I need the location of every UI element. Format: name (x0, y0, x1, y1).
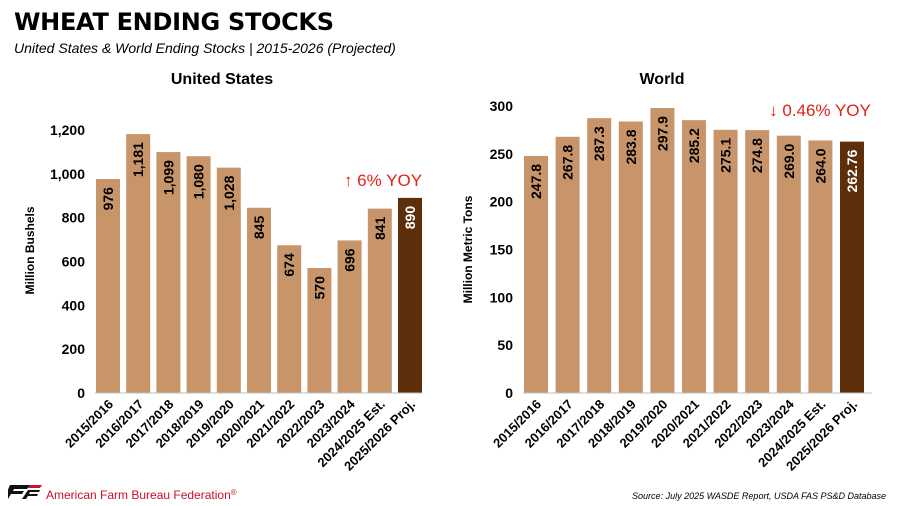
world-bar-value-label: 264.0 (812, 148, 828, 183)
world-y-tick-label: 0 (505, 385, 513, 401)
us-y-tick-label: 0 (77, 385, 85, 401)
us-y-tick-label: 1,200 (50, 122, 85, 138)
footer-trademark: ® (230, 488, 237, 497)
us-panel-title: United States (171, 71, 273, 88)
us-bar (398, 197, 422, 393)
us-y-tick-label: 400 (62, 297, 86, 313)
footer-source: Source: July 2025 WASDE Report, USDA FAS… (632, 491, 886, 501)
world-y-tick-label: 200 (490, 194, 514, 210)
footer-organization-name: American Farm Bureau Federation (46, 488, 231, 502)
world-bar-value-label: 297.9 (654, 116, 670, 151)
us-y-tick-label: 1,000 (50, 166, 85, 182)
us-bar (337, 240, 362, 393)
world-bar-value-label: 287.3 (591, 126, 607, 161)
us-y-axis-label: Million Bushels (23, 206, 37, 294)
us-bar-value-label: 1,181 (130, 142, 146, 177)
world-y-tick-label: 300 (490, 98, 514, 114)
us-bar-value-label: 845 (251, 216, 267, 240)
world-bar-value-label: 267.8 (560, 145, 576, 180)
world-bar (713, 129, 738, 394)
us-bar (126, 134, 151, 394)
us-bar (186, 156, 211, 393)
us-bar (307, 268, 332, 393)
world-y-tick-label: 250 (490, 146, 514, 162)
us-chart: United States Million Bushels 0 200 400 600 80… (23, 71, 422, 474)
world-bar (840, 141, 864, 393)
world-bar-value-label: 247.8 (528, 164, 544, 199)
world-y-tick-label: 50 (497, 337, 513, 353)
us-bar (247, 207, 271, 393)
world-bar (524, 155, 548, 393)
us-bar-value-label: 890 (402, 206, 418, 230)
us-yoy-annotation: ↑ 6% YOY (344, 171, 422, 190)
us-bar-value-label: 976 (100, 187, 116, 211)
world-bar (682, 120, 706, 394)
footer-organization: American Farm Bureau Federation® (46, 488, 237, 502)
us-bar-value-label: 1,080 (191, 164, 207, 199)
us-bar-value-label: 696 (342, 248, 358, 272)
world-bar (650, 108, 675, 393)
world-bar (555, 136, 580, 393)
world-y-axis-label: Million Metric Tons (461, 195, 475, 303)
page-title: WHEAT ENDING STOCKS (14, 8, 334, 36)
world-bar-value-label: 269.0 (781, 143, 797, 178)
us-bar-value-label: 674 (281, 253, 297, 277)
page-subtitle: United States & World Ending Stocks | 20… (14, 40, 396, 56)
us-yoy-text: 6% YOY (357, 171, 422, 190)
world-chart: World Million Metric Tons 0 50 100 150 200 250 3… (461, 71, 872, 474)
world-bar (745, 130, 770, 393)
world-bar-value-label: 262.76 (844, 149, 860, 192)
us-bar (367, 208, 392, 393)
us-yoy-arrow-icon: ↑ (344, 171, 357, 190)
us-y-tick-label: 600 (62, 253, 86, 269)
us-y-tick-label: 800 (62, 210, 86, 226)
us-bar-value-label: 841 (372, 216, 388, 240)
us-bar-value-label: 1,028 (221, 175, 237, 210)
world-yoy-arrow-icon: ↓ (769, 101, 782, 120)
world-y-tick-label: 100 (490, 289, 514, 305)
world-bar-value-label: 275.1 (718, 138, 734, 173)
afbf-logo-icon (8, 485, 42, 499)
us-y-tick-label: 200 (62, 341, 86, 357)
world-bar-value-label: 285.2 (686, 128, 702, 163)
world-bar-value-label: 283.8 (623, 129, 639, 164)
world-bar (808, 140, 833, 393)
world-bar (618, 121, 643, 394)
us-bar (96, 179, 120, 393)
world-yoy-text: 0.46% YOY (782, 101, 871, 120)
world-bar (776, 135, 801, 393)
us-bar (277, 245, 302, 393)
world-yoy-annotation: ↓ 0.46% YOY (769, 101, 871, 120)
us-bar-value-label: 1,099 (160, 160, 176, 195)
us-bar (156, 152, 181, 393)
world-bar-value-label: 274.8 (749, 138, 765, 173)
world-bar (587, 118, 612, 394)
us-bar-value-label: 570 (311, 276, 327, 300)
world-y-tick-label: 150 (490, 242, 514, 258)
world-panel-title: World (639, 71, 684, 88)
us-bar (216, 167, 241, 393)
